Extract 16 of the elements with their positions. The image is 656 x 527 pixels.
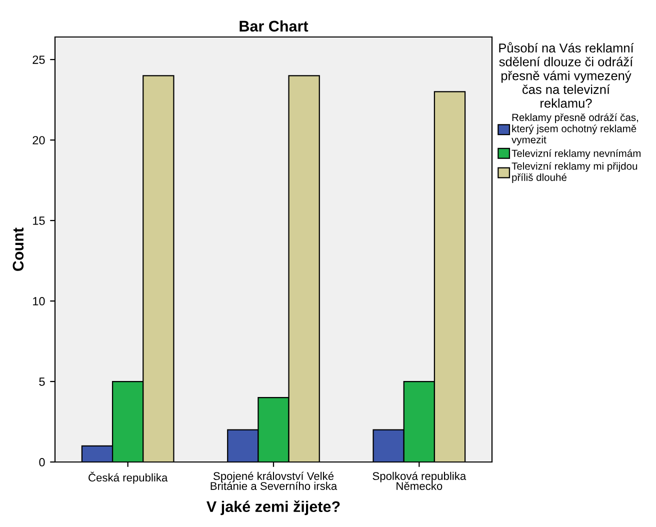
x-tick-label: Česká republika xyxy=(88,472,168,484)
legend-title: Působí na Vás reklamní sdělení dlouze či odráží přesně vámi vymezený čas na televizní reklamu? xyxy=(499,42,634,108)
legend-label: Televizní reklamy nevnímám xyxy=(512,149,640,160)
y-tick-label: 25 xyxy=(32,56,45,64)
legend-label: Reklamy přesně odráží čas, který jsem ochotný reklamě vymezit xyxy=(512,113,638,146)
x-axis-title: V jaké zemi žijete? xyxy=(206,500,340,516)
legend-label: Televizní reklamy mi přijdou příliš dlouhé xyxy=(512,162,638,184)
y-tick-label: 15 xyxy=(33,216,45,225)
x-tick-label: Spojené království Velké Británie a Severního irska xyxy=(210,472,338,490)
y-tick-label: 10 xyxy=(33,297,45,306)
chart-title: Bar Chart xyxy=(240,20,308,32)
y-tick-label: 0 xyxy=(39,458,45,466)
y-axis-title: Count xyxy=(12,228,24,271)
x-tick-label: Spolková republika Německo xyxy=(372,472,466,490)
y-tick-label: 5 xyxy=(39,378,45,386)
y-tick-label: 20 xyxy=(32,136,45,144)
